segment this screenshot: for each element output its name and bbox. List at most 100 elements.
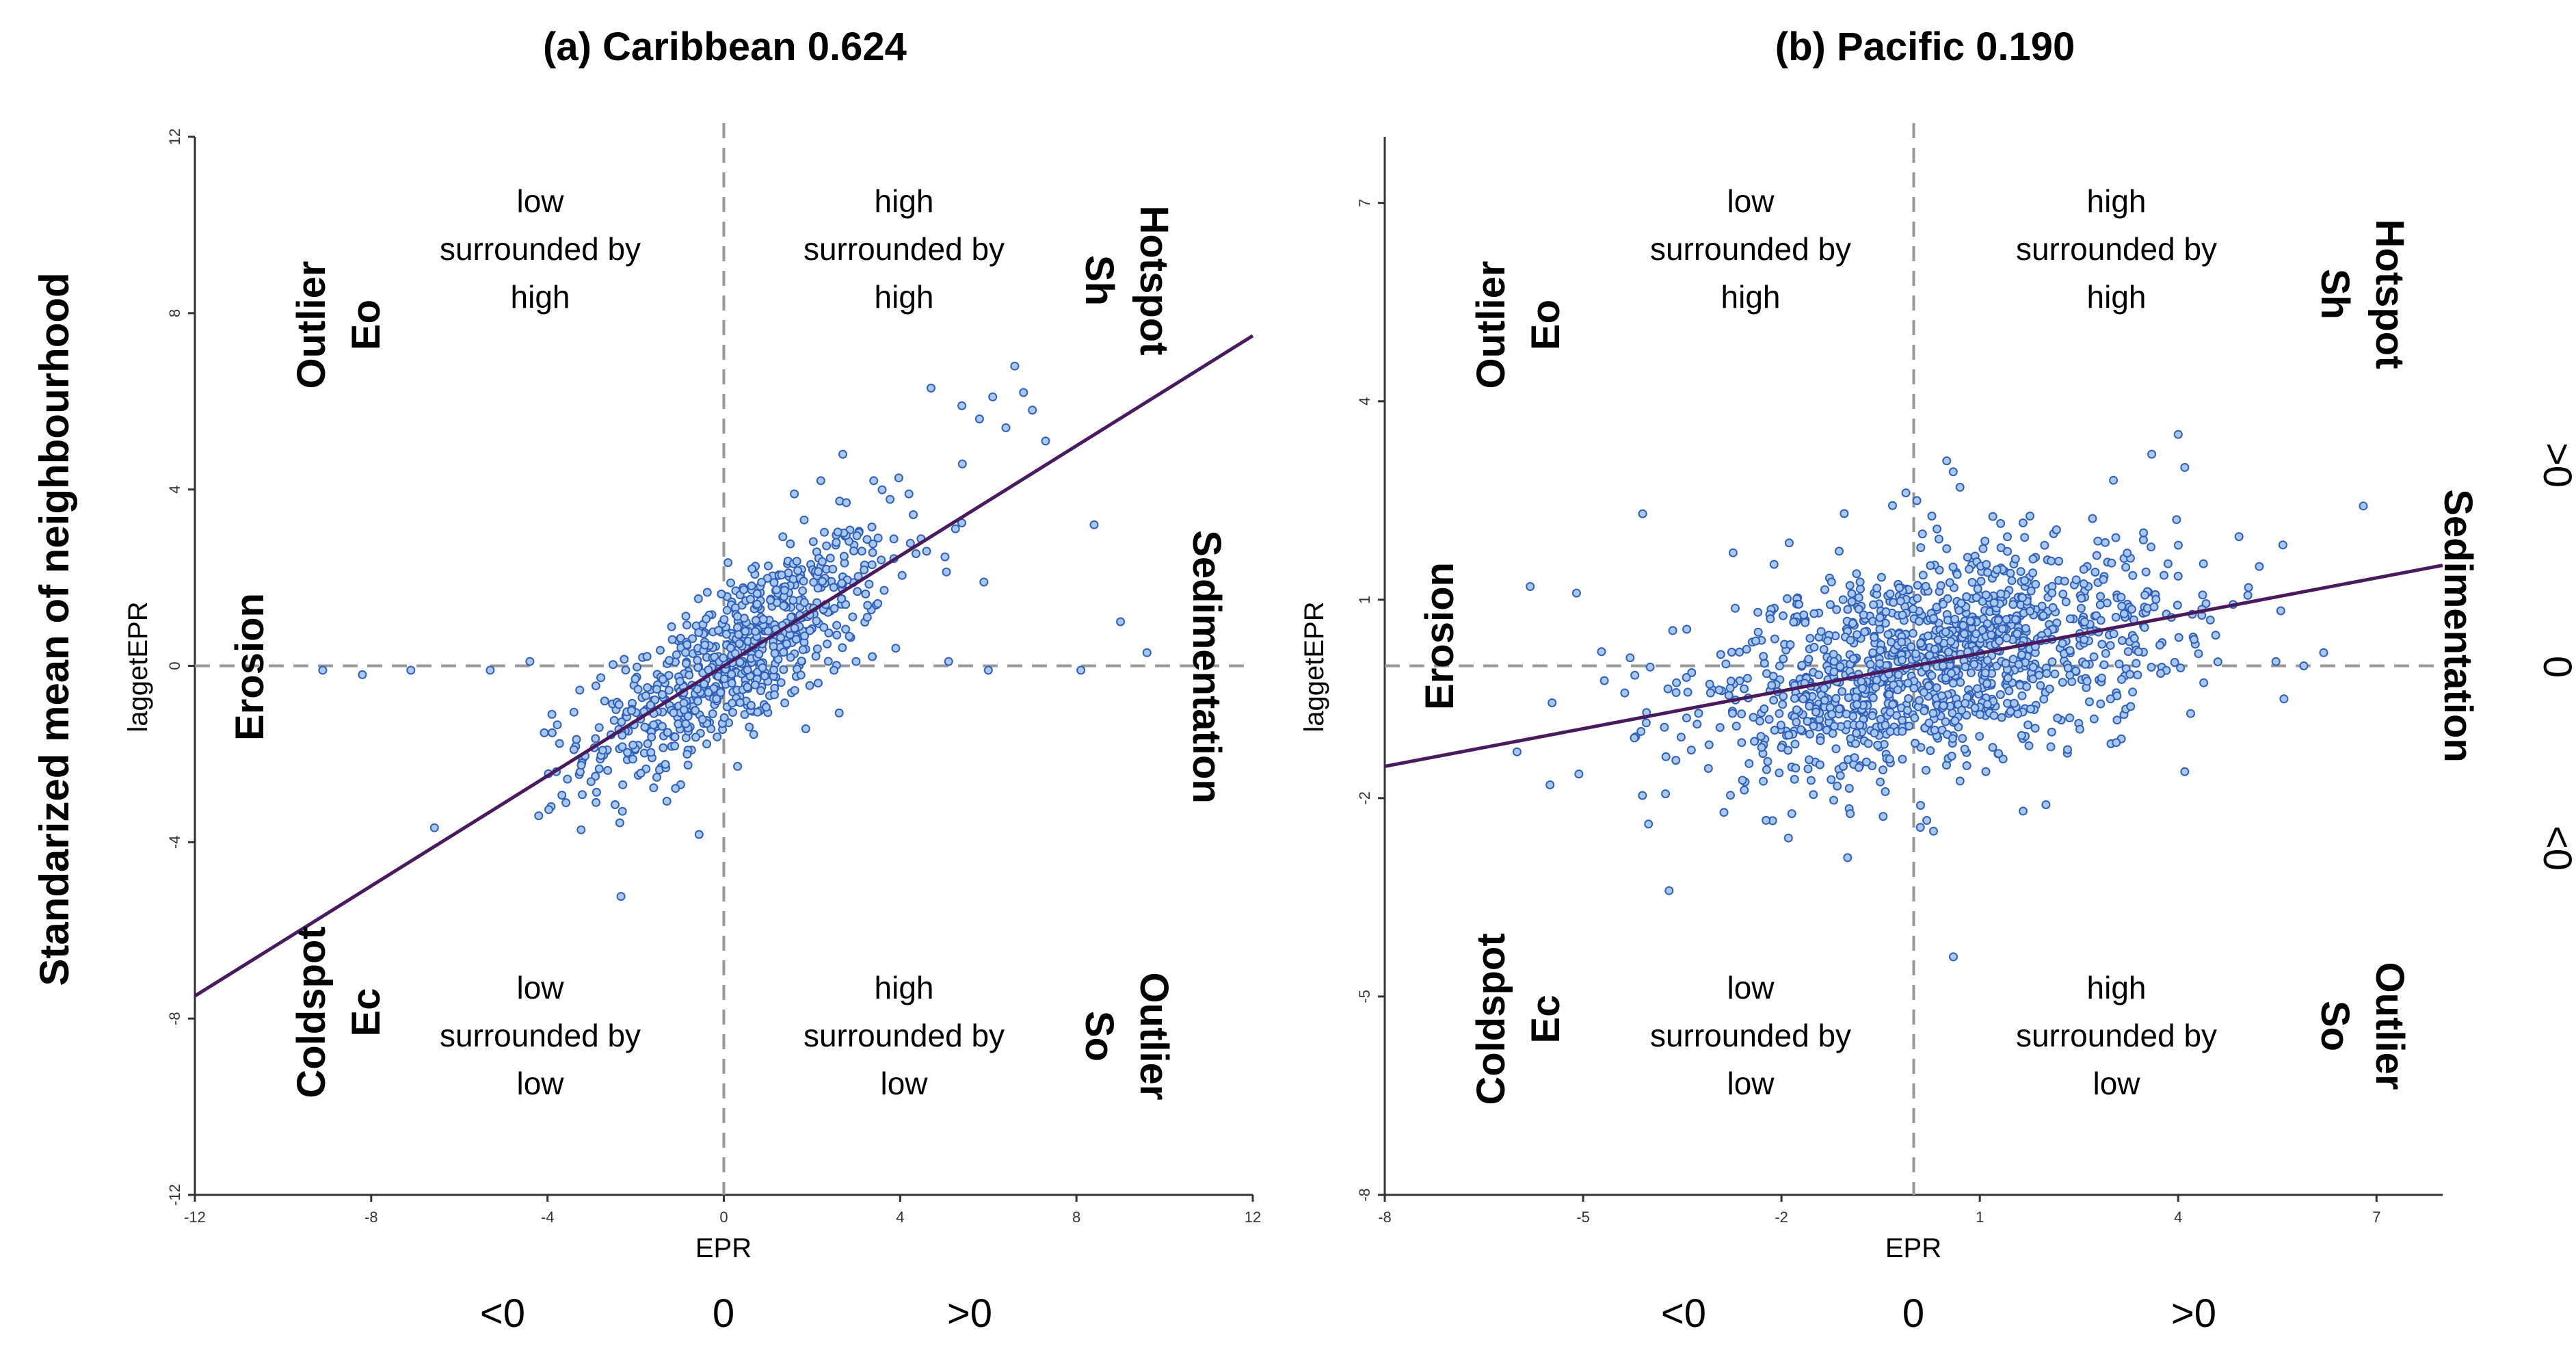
quadrant-tl-desc-3: high [1721,279,1781,315]
data-point [1981,767,1991,776]
data-point [2194,649,2203,659]
data-point [974,414,984,423]
data-point [1888,501,1897,510]
data-point [1660,722,1669,732]
data-point [808,537,818,546]
data-point [1811,707,1820,717]
data-point [1996,589,2006,598]
data-point [1872,583,1882,593]
data-point [1735,647,1744,657]
data-point [1638,509,1647,518]
data-point [592,798,601,807]
data-point [845,631,854,641]
data-point [829,604,839,614]
data-point [2101,648,2110,658]
data-point [1663,684,1673,694]
data-point [1929,614,1938,623]
data-point [700,679,709,689]
regression-line-path [1384,564,2443,768]
data-point [909,510,918,519]
data-point [733,761,743,771]
data-point [2112,738,2121,748]
data-point [649,720,659,730]
data-point [1910,713,1920,723]
data-point [1796,725,1806,735]
data-point [799,598,809,607]
data-point [2036,681,2045,690]
data-point [832,630,842,640]
data-point [1826,600,1835,609]
data-point [1804,655,1814,664]
data-point [2116,592,2126,602]
data-point [2028,568,2038,578]
x-ticks: -12 -8 -4 0 4 8 12 [184,1195,1261,1226]
data-point [663,728,672,737]
data-point [1854,605,1863,614]
data-point [649,783,659,793]
data-point [1820,696,1829,705]
data-point [1759,652,1768,661]
bottom-label-positive: >0 [2171,1291,2216,1336]
data-point [561,798,571,808]
data-point [801,724,810,733]
data-point [839,551,849,561]
data-point [1885,589,1895,598]
data-point [1726,676,1736,686]
data-point [358,670,367,679]
data-point [829,666,839,675]
data-point [1958,734,1967,743]
data-point [1740,684,1749,694]
data-point [1790,694,1799,703]
data-point [1870,633,1879,642]
data-point [2126,702,2136,711]
data-point [1966,616,1975,626]
quadrant-bl-desc-1: low [516,970,564,1005]
x-tick-label: 4 [896,1209,904,1226]
data-point [2205,616,2215,624]
quadrant-tl-desc-2: surrounded by [440,231,641,267]
y-ticks: -8 -5 -2 1 4 7 [1356,199,1385,1202]
data-point [1947,752,1956,761]
data-point [886,495,895,504]
data-point [1750,737,1760,746]
data-point [2063,663,2073,673]
data-point [1916,743,1926,752]
data-point [1809,722,1818,730]
data-point [1896,596,1905,606]
data-point [979,577,989,587]
data-point [786,539,795,549]
data-point [1922,765,1930,775]
data-point [894,473,903,483]
data-point [2085,697,2094,707]
data-point [609,715,619,725]
data-point [1797,661,1807,670]
data-point [2151,594,2161,604]
data-point [681,719,691,728]
quadrant-tl-desc-1: low [1727,183,1775,219]
data-point [726,578,735,588]
data-point [957,401,967,410]
data-point [406,666,416,675]
data-point [891,644,901,653]
data-point [747,564,757,574]
data-point [988,392,998,401]
data-point [2065,614,2075,624]
data-point [2128,570,2138,580]
data-point [618,780,628,789]
data-point [2040,540,2049,550]
data-point [1809,790,1818,800]
data-point [2002,633,2011,643]
data-point [1599,676,1609,685]
data-point [780,698,790,708]
data-point [2016,567,2026,577]
y-tick-label: -4 [166,836,183,849]
data-point [1779,691,1788,701]
data-point [702,588,712,597]
data-point [1753,627,1763,637]
data-point [868,548,877,557]
data-point [825,553,835,563]
data-point [1903,678,1913,688]
data-point [2278,540,2287,550]
data-point [1872,675,1881,685]
data-point [2111,533,2121,542]
